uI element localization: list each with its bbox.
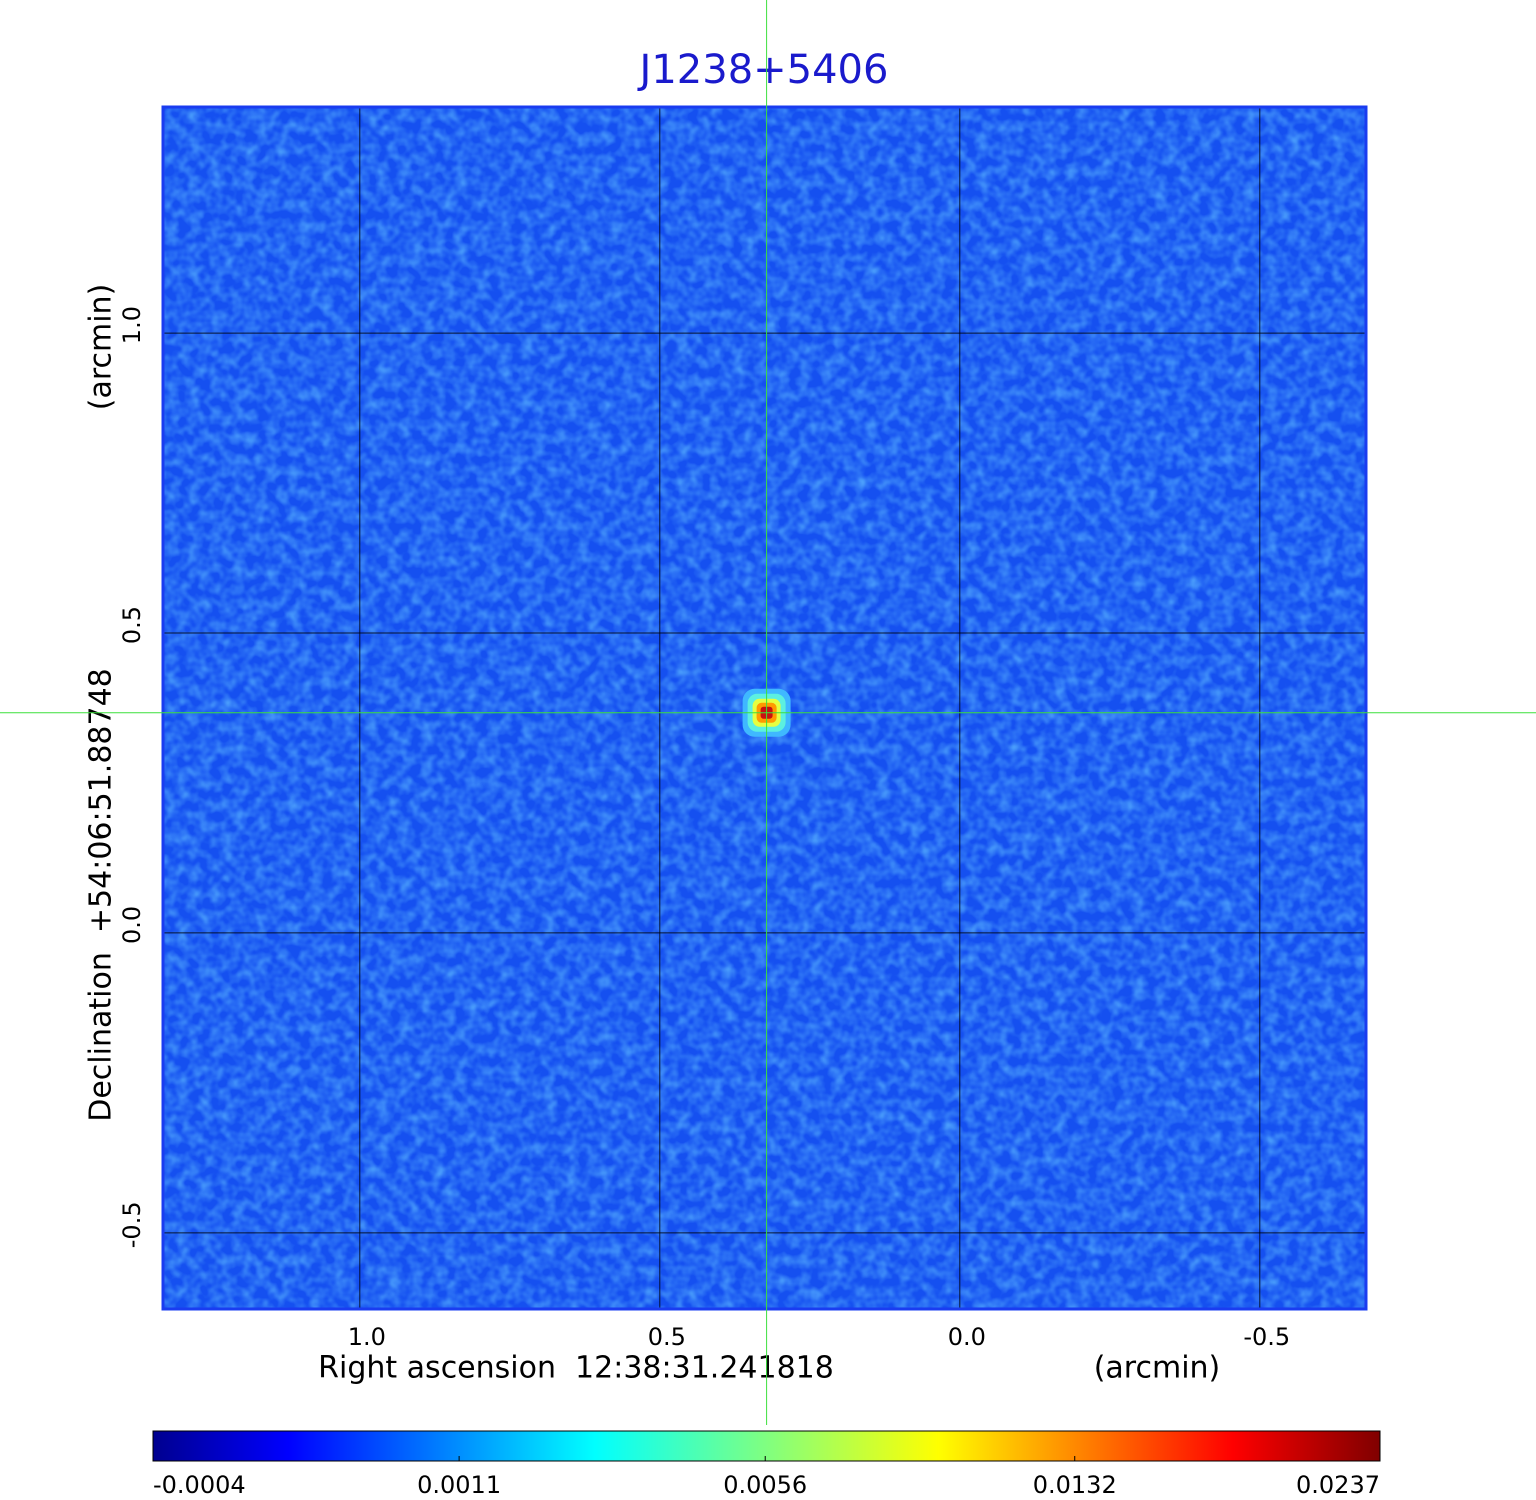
colorbar-tick-label: 0.0237 xyxy=(1296,1471,1380,1499)
x-tick-label: -0.5 xyxy=(1243,1323,1290,1351)
y-tick-label: 0.0 xyxy=(118,906,146,944)
x-axis-unit: (arcmin) xyxy=(1094,1351,1221,1386)
y-axis-label: Declination +54:06:51.88748 xyxy=(84,668,119,1122)
colorbar-tick-label: 0.0132 xyxy=(1033,1471,1117,1499)
colorbar-tick-label: 0.0056 xyxy=(723,1471,807,1499)
colorbar xyxy=(152,1430,1381,1462)
chart-title: J1238+5406 xyxy=(637,47,889,93)
y-tick-label: 1.0 xyxy=(118,306,146,344)
x-tick-label: 0.0 xyxy=(948,1323,986,1351)
colorbar-tick-label: -0.0004 xyxy=(153,1471,246,1499)
x-axis-label: Right ascension 12:38:31.241818 xyxy=(318,1351,834,1386)
x-tick-label: 0.5 xyxy=(648,1323,686,1351)
y-tick-label: -0.5 xyxy=(118,1201,146,1248)
y-tick-label: 0.5 xyxy=(118,606,146,644)
colorbar-tick-label: 0.0011 xyxy=(417,1471,501,1499)
x-tick-label: 1.0 xyxy=(348,1323,386,1351)
y-axis-unit: (arcmin) xyxy=(84,284,119,411)
frame xyxy=(161,105,1368,1311)
